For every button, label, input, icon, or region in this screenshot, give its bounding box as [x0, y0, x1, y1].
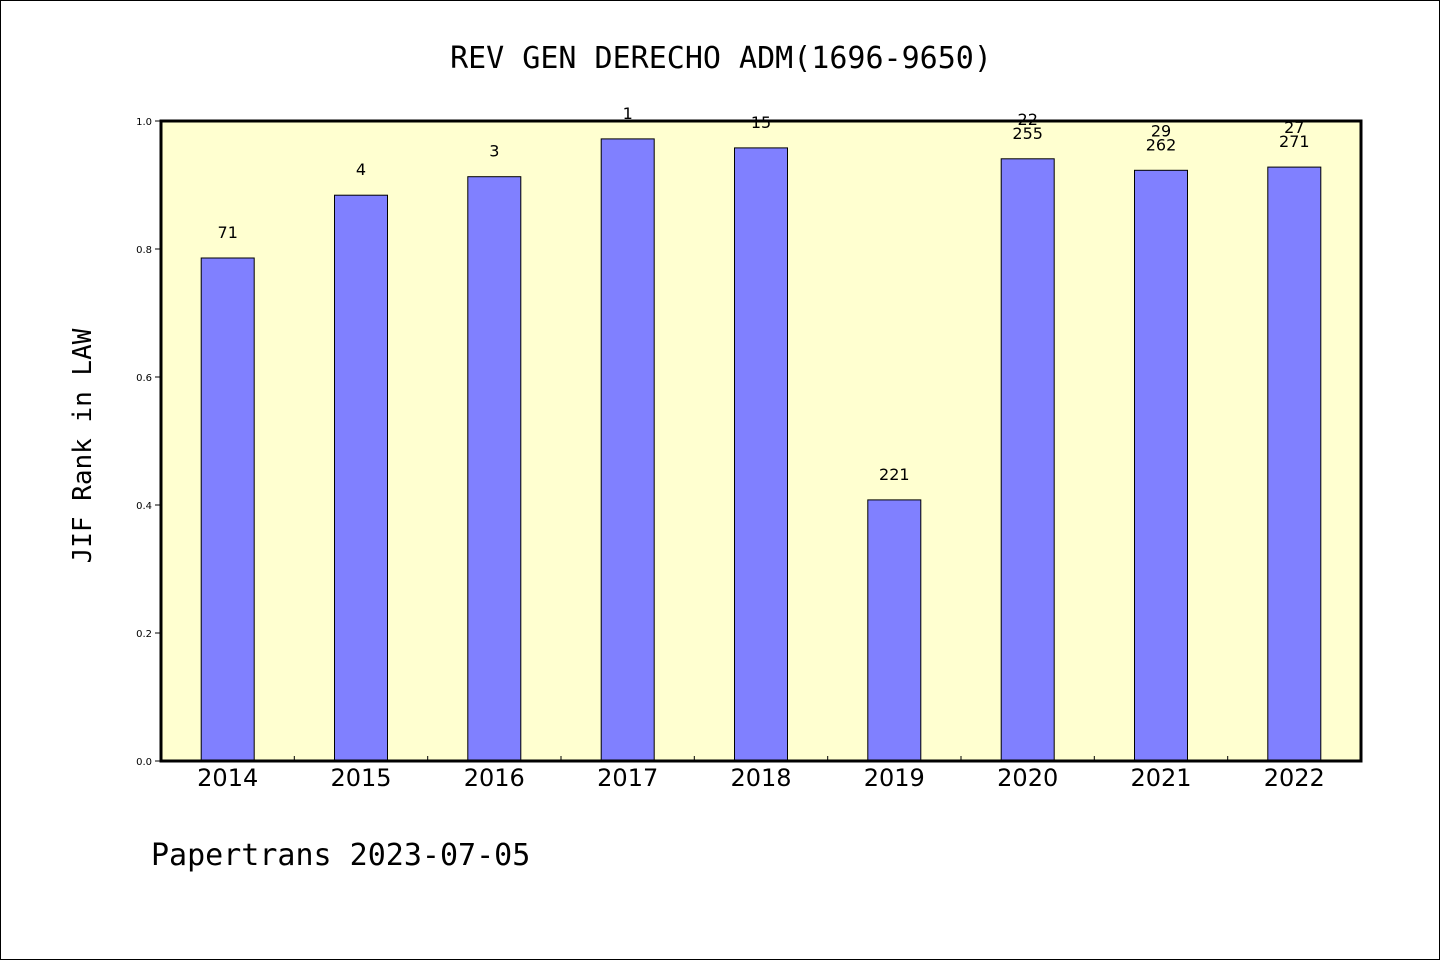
y-axis-label: JIF Rank in LAW	[68, 328, 98, 563]
data-label-2019: 221	[879, 465, 910, 484]
data-label-2017: 1	[623, 104, 633, 123]
y-tick-label: 0.2	[136, 629, 152, 640]
data-label-2020: 255	[1012, 124, 1043, 143]
bars-group	[200, 138, 1322, 762]
y-tick-label: 0.6	[136, 373, 152, 384]
data-label-2015: 4	[356, 160, 366, 179]
x-tick-label-2020: 2020	[997, 764, 1058, 792]
bar-2019	[867, 499, 922, 762]
data-label-2014: 71	[218, 223, 238, 242]
bar-2021	[1134, 169, 1188, 762]
y-axis: 0.0 0.2 0.4 0.6 0.8 1.0	[136, 117, 161, 768]
data-label-2022: 271	[1279, 132, 1310, 151]
data-label-2016: 3	[489, 142, 499, 161]
x-tick-label-2018: 2018	[730, 764, 791, 792]
chart-title: REV GEN DERECHO ADM(1696-9650)	[450, 41, 992, 76]
x-tick-label-2015: 2015	[330, 764, 391, 792]
data-label-2021: 29	[1151, 121, 1171, 140]
bar-2020	[1000, 158, 1055, 762]
x-tick-label-2017: 2017	[597, 764, 658, 792]
x-tick-label-2016: 2016	[464, 764, 525, 792]
bar-2015	[334, 194, 388, 762]
footer-credit: Papertrans 2023-07-05	[151, 838, 530, 873]
bar-2022	[1267, 166, 1322, 762]
data-label-2020: 22	[1018, 110, 1038, 129]
x-tick-label-2021: 2021	[1130, 764, 1191, 792]
data-label-2021: 262	[1146, 135, 1177, 154]
bar-2016	[467, 176, 522, 762]
y-tick-label: 1.0	[136, 117, 152, 128]
bar-2018	[734, 147, 788, 762]
x-tick-label-2014: 2014	[197, 764, 258, 792]
y-tick-label: 0.4	[136, 501, 152, 512]
bar-2014	[200, 257, 255, 762]
x-axis: 2014 2015 2016 2017 2018 2019 2020 2021 2022	[197, 756, 1325, 792]
x-tick-label-2022: 2022	[1264, 764, 1325, 792]
bar-2017	[600, 138, 655, 762]
y-tick-label: 0.8	[136, 245, 152, 256]
plot-border	[159, 119, 1363, 763]
data-label-2022: 27	[1284, 118, 1304, 137]
x-tick-label-2019: 2019	[864, 764, 925, 792]
y-tick-label: 0.0	[136, 757, 152, 768]
